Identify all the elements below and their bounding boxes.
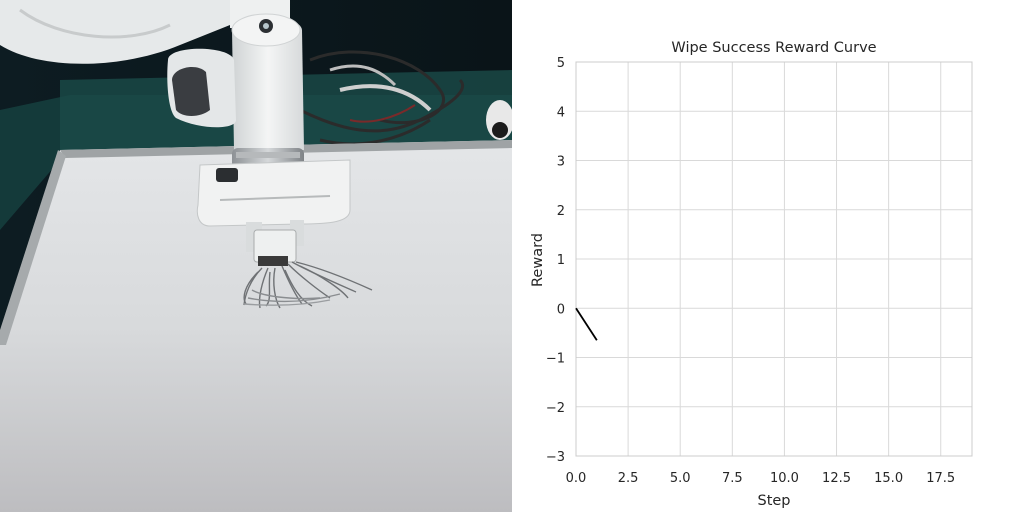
y-tick-label: 3 (557, 155, 565, 170)
series-line (575, 307, 598, 341)
reward-chart: 0.0 2.5 5.0 7.5 10.0 12.5 15.0 17.5 −3 −2 −1 0 1 2 3 4… (512, 0, 1024, 512)
grid (575, 61, 972, 457)
plot-frame (575, 61, 973, 457)
chart-title: Wipe Success Reward Curve (671, 40, 876, 56)
chart-svg: 0.0 2.5 5.0 7.5 10.0 12.5 15.0 17.5 −3 −2 −1 0 1 2 3 4… (530, 40, 973, 509)
y-tick-label: −3 (546, 450, 565, 465)
x-tick-label: 15.0 (874, 471, 903, 486)
x-tick-label: 17.5 (926, 471, 955, 486)
x-tick-label: 5.0 (670, 471, 691, 486)
y-tick-label: 0 (557, 302, 565, 317)
y-tick-label: 1 (557, 253, 565, 268)
x-ticks: 0.0 2.5 5.0 7.5 10.0 12.5 15.0 17.5 (566, 471, 956, 486)
y-tick-label: −1 (546, 352, 565, 367)
y-tick-label: 2 (557, 204, 565, 219)
x-tick-label: 0.0 (566, 471, 587, 486)
camera-image (0, 0, 514, 512)
x-tick-label: 12.5 (822, 471, 851, 486)
robot-camera-view (0, 0, 514, 512)
x-axis-label: Step (757, 493, 790, 509)
y-tick-label: −2 (546, 401, 565, 416)
wiping-tool-icon (243, 261, 373, 309)
series (575, 307, 598, 341)
y-tick-label: 4 (557, 105, 565, 120)
y-ticks: −3 −2 −1 0 1 2 3 4 5 (546, 56, 565, 465)
y-tick-label: 5 (557, 56, 565, 71)
x-tick-label: 2.5 (618, 471, 639, 486)
robot-arm-icon (0, 0, 351, 266)
x-tick-label: 10.0 (770, 471, 799, 486)
cables-icon (299, 50, 464, 146)
y-axis-label: Reward (530, 233, 546, 287)
x-tick-label: 7.5 (722, 471, 743, 486)
